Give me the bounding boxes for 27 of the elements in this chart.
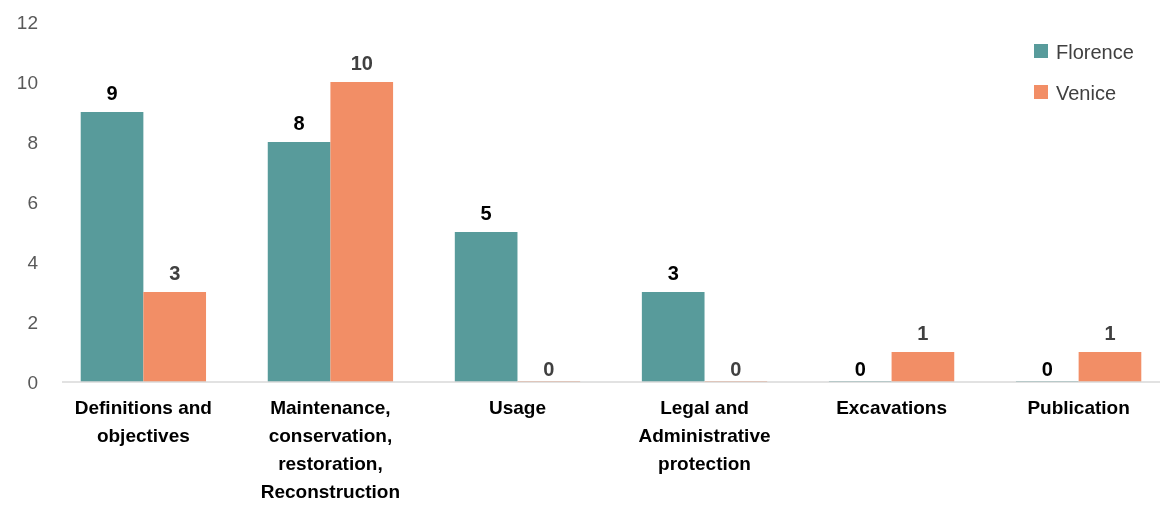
y-tick-label: 8 xyxy=(27,131,38,153)
x-tick-label: Usage xyxy=(488,397,546,418)
data-label: 1 xyxy=(917,322,929,344)
data-label: 9 xyxy=(106,82,118,104)
y-tick-label: 10 xyxy=(16,71,38,93)
data-label: 5 xyxy=(480,202,492,224)
y-tick-label: 12 xyxy=(16,11,38,33)
x-tick-label: Excavations xyxy=(836,397,948,418)
data-label: 0 xyxy=(543,358,555,380)
y-tick-label: 6 xyxy=(27,191,38,213)
data-label: 8 xyxy=(293,112,305,134)
x-tick-label: Definitions and objectives xyxy=(74,397,212,446)
x-tick-label: Legal and Administrative protection xyxy=(638,397,771,474)
y-tick-label: 4 xyxy=(27,251,39,273)
data-label: 0 xyxy=(730,358,742,380)
data-label: 3 xyxy=(169,262,181,284)
legend-label: Venice xyxy=(1056,82,1117,104)
data-label: 0 xyxy=(854,358,866,380)
legend-label: Florence xyxy=(1056,41,1134,63)
data-label: 10 xyxy=(350,52,373,74)
data-label: 1 xyxy=(1104,322,1116,344)
data-label: 3 xyxy=(667,262,679,284)
x-tick-label: Publication xyxy=(1027,397,1130,418)
data-label: 0 xyxy=(1041,358,1053,380)
y-tick-label: 2 xyxy=(27,311,38,333)
y-tick-label: 0 xyxy=(27,371,38,393)
x-tick-label: Maintenance, conservation, restoration, Reconstruction xyxy=(260,397,401,502)
